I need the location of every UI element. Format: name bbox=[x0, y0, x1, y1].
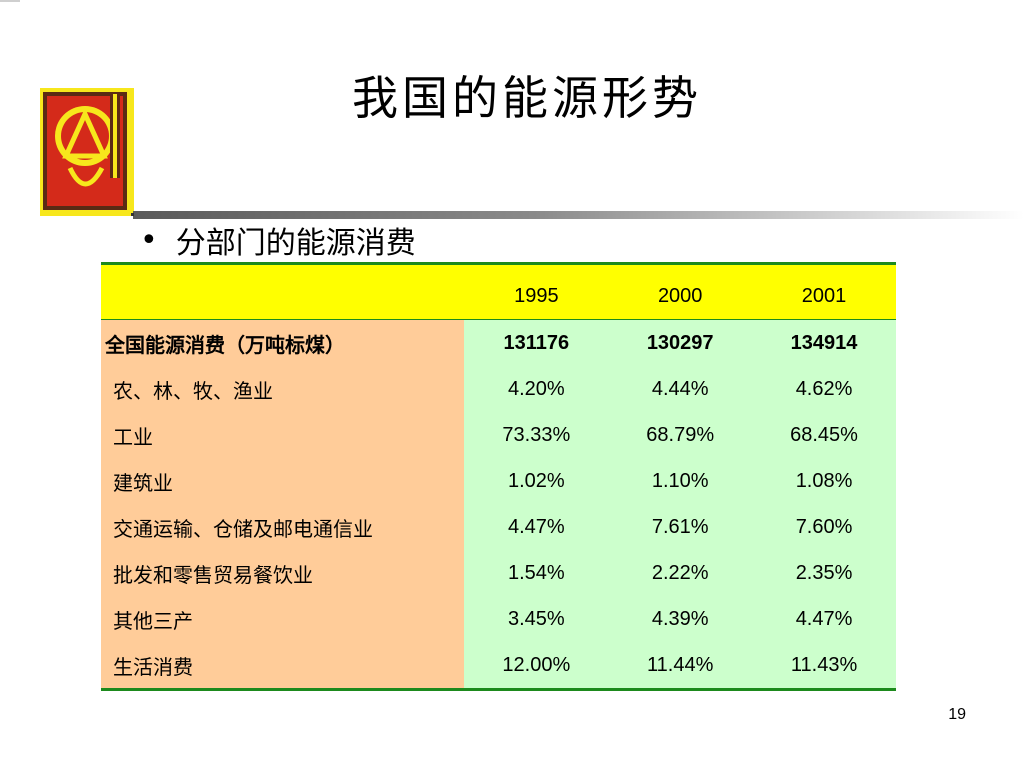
row-label: 其他三产 bbox=[101, 596, 465, 642]
row-value: 11.43% bbox=[752, 642, 896, 690]
row-label: 农、林、牧、渔业 bbox=[101, 366, 465, 412]
header-cell-2001: 2001 bbox=[752, 263, 896, 320]
row-label: 批发和零售贸易餐饮业 bbox=[101, 550, 465, 596]
table-row: 交通运输、仓储及邮电通信业 4.47% 7.61% 7.60% bbox=[101, 504, 896, 550]
divider-dot bbox=[131, 213, 134, 216]
bullet-text: 分部门的能源消费 bbox=[175, 226, 416, 261]
row-value: 2.22% bbox=[608, 550, 753, 596]
row-value: 131176 bbox=[464, 319, 609, 366]
row-value: 2.35% bbox=[752, 550, 896, 596]
table-row: 批发和零售贸易餐饮业 1.54% 2.22% 2.35% bbox=[101, 550, 896, 596]
row-value: 1.02% bbox=[464, 458, 609, 504]
row-value: 4.47% bbox=[464, 504, 609, 550]
header-cell-label bbox=[101, 263, 465, 320]
bullet-dot-icon: • bbox=[140, 222, 158, 258]
row-label: 建筑业 bbox=[101, 458, 465, 504]
row-value: 1.54% bbox=[464, 550, 609, 596]
row-value: 134914 bbox=[752, 319, 896, 366]
table-row: 全国能源消费（万吨标煤） 131176 130297 134914 bbox=[101, 319, 896, 366]
row-value: 11.44% bbox=[608, 642, 753, 690]
row-label: 工业 bbox=[101, 412, 465, 458]
table-row: 建筑业 1.02% 1.10% 1.08% bbox=[101, 458, 896, 504]
table-row: 其他三产 3.45% 4.39% 4.47% bbox=[101, 596, 896, 642]
row-value: 4.62% bbox=[752, 366, 896, 412]
slide-title: 我国的能源形势 bbox=[352, 71, 702, 125]
row-value: 4.39% bbox=[608, 596, 753, 642]
table-row: 农、林、牧、渔业 4.20% 4.44% 4.62% bbox=[101, 366, 896, 412]
row-value: 4.20% bbox=[464, 366, 609, 412]
header-cell-2000: 2000 bbox=[608, 263, 753, 320]
row-value: 1.08% bbox=[752, 458, 896, 504]
corner-mark bbox=[0, 0, 20, 2]
row-value: 130297 bbox=[608, 319, 753, 366]
logo-emblem bbox=[40, 88, 134, 216]
table-row: 工业 73.33% 68.79% 68.45% bbox=[101, 412, 896, 458]
page-number: 19 bbox=[948, 706, 966, 723]
energy-table: 1995 2000 2001 全国能源消费（万吨标煤） 131176 13029… bbox=[101, 262, 896, 691]
row-value: 7.60% bbox=[752, 504, 896, 550]
row-label: 交通运输、仓储及邮电通信业 bbox=[101, 504, 465, 550]
table-row: 生活消费 12.00% 11.44% 11.43% bbox=[101, 642, 896, 690]
row-label: 生活消费 bbox=[101, 642, 465, 690]
row-value: 4.47% bbox=[752, 596, 896, 642]
row-value: 68.45% bbox=[752, 412, 896, 458]
row-value: 12.00% bbox=[464, 642, 609, 690]
table-header-row: 1995 2000 2001 bbox=[101, 263, 896, 320]
row-label: 全国能源消费（万吨标煤） bbox=[101, 319, 465, 366]
bullet-item: • 分部门的能源消费 bbox=[140, 218, 416, 262]
title-divider bbox=[133, 211, 1024, 219]
row-value: 4.44% bbox=[608, 366, 753, 412]
header-cell-1995: 1995 bbox=[464, 263, 609, 320]
row-value: 68.79% bbox=[608, 412, 753, 458]
row-value: 7.61% bbox=[608, 504, 753, 550]
row-value: 3.45% bbox=[464, 596, 609, 642]
row-value: 1.10% bbox=[608, 458, 753, 504]
row-value: 73.33% bbox=[464, 412, 609, 458]
